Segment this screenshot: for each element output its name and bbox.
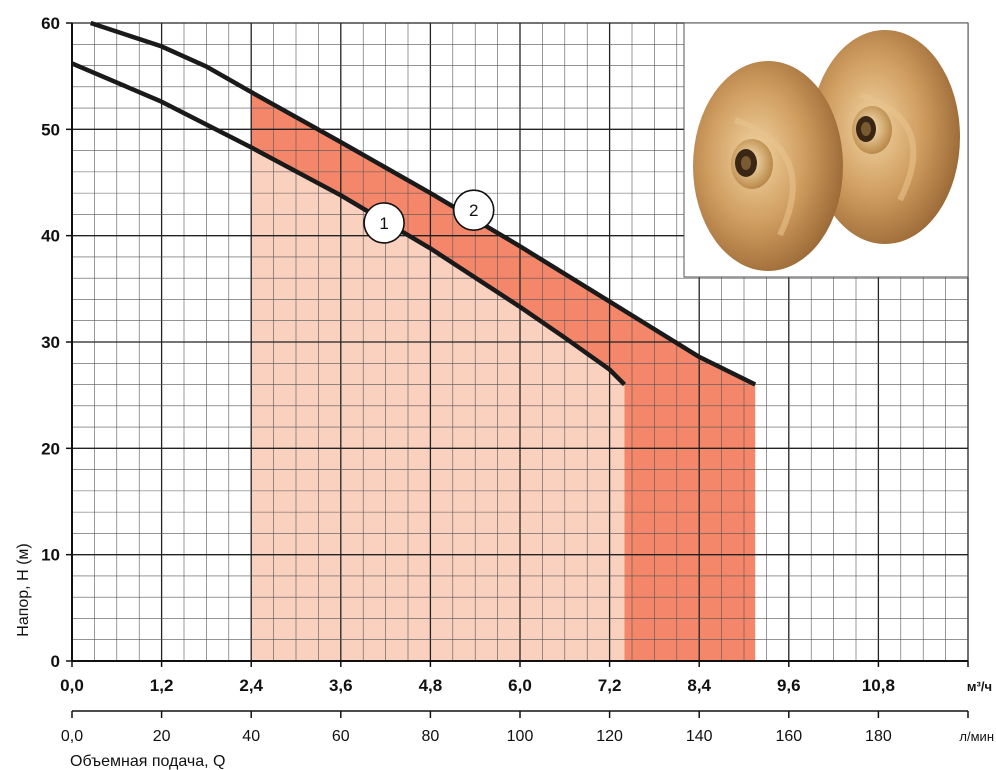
x-tick-label-lmin: 0,0 <box>61 728 83 745</box>
y-tick-label: 30 <box>41 333 60 352</box>
x-tick-label-lmin: 100 <box>507 728 534 745</box>
x-tick-label-lmin: 180 <box>865 728 892 745</box>
x-unit-m3h: м³/ч <box>967 679 992 694</box>
x-tick-label-m3h: 0,0 <box>60 676 84 695</box>
x-tick-label-m3h: 2,4 <box>239 676 263 695</box>
series-1-label-circle <box>363 202 405 244</box>
x-tick-label-m3h: 10,8 <box>862 676 895 695</box>
x-tick-label-lmin: 20 <box>153 728 171 745</box>
x-tick-label-m3h: 8,4 <box>687 676 711 695</box>
y-tick-label: 0 <box>51 652 60 671</box>
x-tick-label-m3h: 4,8 <box>419 676 443 695</box>
series-1-label: 1 <box>379 214 388 233</box>
x-tick-label-m3h: 9,6 <box>777 676 801 695</box>
axes <box>66 22 969 718</box>
x-tick-label-lmin: 60 <box>332 728 350 745</box>
x-unit-lmin: л/мин <box>959 729 994 744</box>
x-tick-label-lmin: 120 <box>596 728 623 745</box>
inset-photo <box>683 22 969 278</box>
x-tick-label-lmin: 80 <box>422 728 440 745</box>
x-axis-title: Объемная подача, Q <box>70 753 225 770</box>
curves: 12 <box>71 20 757 387</box>
y-tick-label: 60 <box>41 14 60 33</box>
series-2-label-circle <box>452 189 495 231</box>
x-tick-label-lmin: 40 <box>242 728 260 745</box>
y-tick-label: 10 <box>41 546 60 565</box>
series-2-line <box>89 20 757 387</box>
y-tick-label: 20 <box>41 439 60 458</box>
x-tick-label-lmin: 160 <box>775 728 802 745</box>
x-tick-label-m3h: 6,0 <box>508 676 532 695</box>
x-tick-label-m3h: 1,2 <box>150 676 174 695</box>
impeller-back <box>810 30 960 244</box>
x-tick-label-lmin: 140 <box>686 728 713 745</box>
series-1-line <box>71 61 627 387</box>
y-axis-title: Напор, H (м) <box>15 543 32 636</box>
series-2-label: 2 <box>469 201 478 220</box>
x-tick-label-m3h: 7,2 <box>598 676 622 695</box>
tick-labels: 0 10 20 30 40 50 60 0,0 1,2 2,4 3,6 4,8 6,0 7,2 8,4 9,6… <box>41 14 994 745</box>
y-tick-label: 50 <box>41 120 60 139</box>
y-tick-label: 40 <box>41 227 60 246</box>
x-tick-label-m3h: 3,6 <box>329 676 353 695</box>
impeller-front <box>693 61 843 271</box>
operating-range-curve-1 <box>251 147 625 661</box>
